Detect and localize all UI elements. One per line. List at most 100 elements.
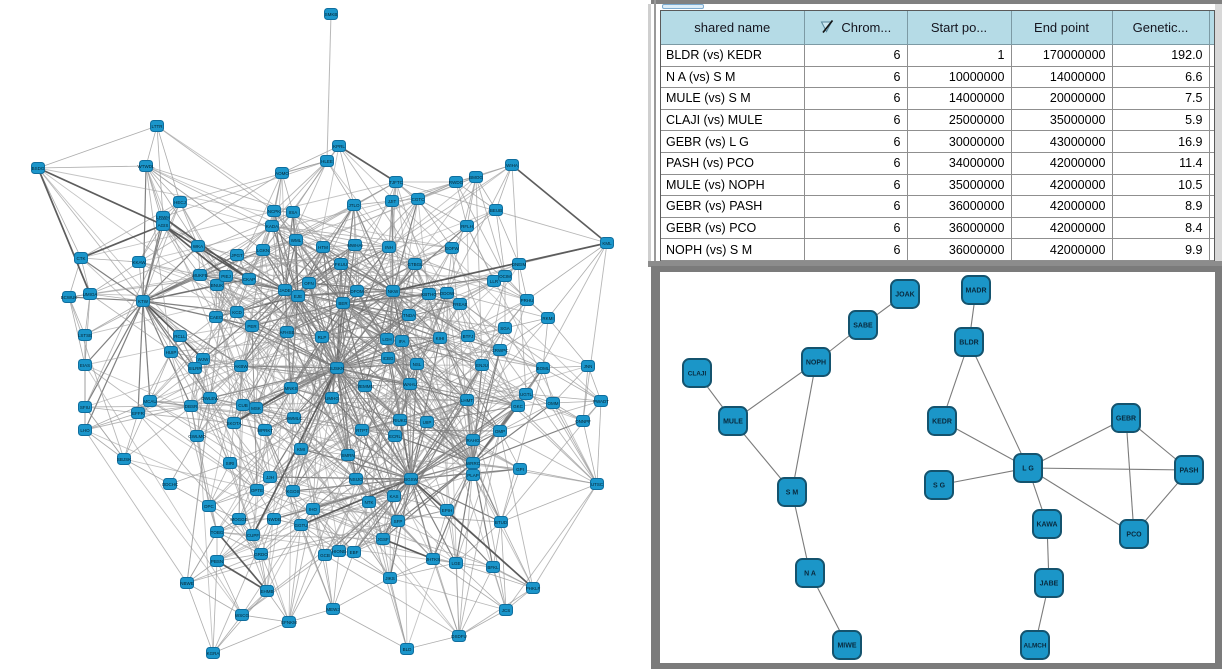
- svg-text:EHMB: EHMB: [260, 589, 273, 594]
- svg-text:EBF: EBF: [350, 550, 359, 555]
- svg-text:KADA: KADA: [266, 224, 278, 229]
- svg-text:CUB: CUB: [238, 403, 248, 408]
- svg-text:RLP: RLP: [318, 335, 327, 340]
- svg-text:SFIU: SFIU: [80, 405, 90, 410]
- svg-text:SGA: SGA: [500, 326, 510, 331]
- svg-text:FREAE: FREAE: [452, 302, 467, 307]
- svg-text:RTPT: RTPT: [356, 428, 368, 433]
- svg-text:RKMI: RKMI: [542, 316, 553, 321]
- svg-text:KGRA: KGRA: [207, 651, 220, 656]
- svg-text:EPIH: EPIH: [442, 508, 453, 513]
- svg-text:CRWPC: CRWPC: [492, 348, 510, 353]
- svg-text:DSDFU: DSDFU: [451, 634, 467, 639]
- svg-text:JADE: JADE: [279, 288, 291, 293]
- svg-text:ICBG: ICBG: [382, 356, 394, 361]
- svg-text:MIWE: MIWE: [837, 643, 856, 650]
- svg-text:SABE: SABE: [853, 323, 873, 330]
- svg-text:EOFW: EOFW: [445, 246, 459, 251]
- svg-text:GKC: GKC: [513, 404, 524, 409]
- svg-text:ONNPF: ONNPF: [575, 419, 591, 424]
- svg-text:JPGT: JPGT: [231, 253, 243, 258]
- svg-text:EFFR: EFFR: [132, 411, 144, 416]
- svg-text:CUPF: CUPF: [247, 533, 260, 538]
- svg-text:WAHU: WAHU: [403, 382, 417, 387]
- svg-text:RCLL: RCLL: [174, 334, 186, 339]
- svg-text:JIKS: JIKS: [385, 576, 395, 581]
- svg-text:ODOW: ODOW: [440, 291, 455, 296]
- svg-text:LRWH: LRWH: [156, 215, 169, 220]
- svg-text:OMM: OMM: [548, 401, 559, 406]
- svg-text:KML: KML: [602, 241, 612, 246]
- svg-text:KAWA: KAWA: [1037, 522, 1058, 529]
- svg-text:UTSC: UTSC: [591, 482, 604, 487]
- svg-text:SMKB: SMKB: [325, 12, 338, 17]
- svg-text:PER: PER: [247, 324, 257, 329]
- svg-text:N A: N A: [804, 571, 816, 578]
- svg-text:AFHSE: AFHSE: [279, 330, 294, 335]
- svg-text:MUKFB: MUKFB: [192, 273, 208, 278]
- svg-text:PHKLF: PHKLF: [526, 586, 541, 591]
- svg-text:EIAS: EIAS: [80, 363, 90, 368]
- svg-text:ALMCH: ALMCH: [1023, 643, 1046, 650]
- svg-text:GCB: GCB: [320, 553, 330, 558]
- svg-text:RAHG: RAHG: [466, 438, 480, 443]
- svg-text:BSDG: BSDG: [32, 166, 45, 171]
- svg-text:OCIM: OCIM: [499, 274, 511, 279]
- svg-text:KCD: KCD: [232, 310, 242, 315]
- svg-text:GWLMO: GWLMO: [188, 434, 206, 439]
- svg-text:BLD: BLD: [403, 647, 413, 652]
- svg-text:BFKL: BFKL: [487, 565, 499, 570]
- svg-text:KIHI: KIHI: [436, 336, 445, 341]
- svg-text:KGOS: KGOS: [286, 489, 299, 494]
- svg-text:LGE: LGE: [451, 561, 460, 566]
- svg-text:RIUKC: RIUKC: [393, 418, 408, 423]
- svg-text:WPRKT: WPRKT: [257, 428, 274, 433]
- svg-text:JGSF: JGSF: [377, 537, 389, 542]
- svg-text:NCPK: NCPK: [268, 209, 281, 214]
- svg-text:MNKS: MNKS: [284, 386, 297, 391]
- svg-text:CGTC: CGTC: [412, 197, 425, 202]
- svg-text:S M: S M: [786, 490, 799, 497]
- svg-text:MSK: MSK: [251, 406, 261, 411]
- svg-text:PASH: PASH: [1180, 468, 1199, 475]
- svg-text:PIEJ: PIEJ: [221, 274, 231, 279]
- svg-text:HIONE: HIONE: [332, 549, 346, 554]
- svg-text:WKA: WKA: [193, 244, 203, 249]
- svg-text:SKOTA: SKOTA: [227, 421, 242, 426]
- svg-text:EJE: EJE: [294, 294, 302, 299]
- svg-text:L G: L G: [1022, 466, 1034, 473]
- svg-text:GGTU: GGTU: [295, 523, 308, 528]
- svg-text:LGKN: LGKN: [257, 248, 269, 253]
- svg-text:PRHU: PRHU: [521, 298, 534, 303]
- svg-text:KBTHG: KBTHG: [421, 292, 437, 297]
- svg-text:GEBR: GEBR: [1116, 416, 1136, 423]
- svg-text:JABE: JABE: [1040, 581, 1059, 588]
- svg-text:CKAP: CKAP: [243, 277, 255, 282]
- svg-text:IHO: IHO: [309, 507, 318, 512]
- svg-text:JOAK: JOAK: [895, 292, 914, 299]
- svg-text:BNUK: BNUK: [211, 283, 224, 288]
- svg-text:LHMT: LHMT: [461, 398, 474, 403]
- svg-text:KPRL: KPRL: [333, 144, 345, 149]
- svg-text:BER: BER: [338, 301, 348, 306]
- svg-text:BCWUK: BCWUK: [61, 295, 78, 300]
- svg-text:BEUB: BEUB: [490, 208, 502, 213]
- svg-text:DFOM: DFOM: [350, 289, 363, 294]
- svg-text:WML: WML: [291, 238, 302, 243]
- svg-text:TNDA: TNDA: [403, 313, 415, 318]
- svg-text:LLR: LLR: [490, 279, 499, 284]
- svg-text:TOBG: TOBG: [211, 530, 224, 535]
- svg-text:RWDG: RWDG: [449, 180, 464, 185]
- svg-text:BMOG: BMOG: [469, 175, 483, 180]
- svg-text:WTWDL: WTWDL: [138, 164, 155, 169]
- svg-text:MOGGB: MOGGB: [230, 517, 247, 522]
- svg-text:GTBGL: GTBGL: [407, 262, 423, 267]
- svg-text:LTTR: LTTR: [152, 124, 164, 129]
- svg-text:UMIOA: UMIOA: [83, 292, 98, 297]
- svg-text:MCAU: MCAU: [143, 399, 156, 404]
- svg-text:SIRI: SIRI: [226, 461, 235, 466]
- svg-text:OFN: OFN: [304, 281, 314, 286]
- svg-text:NSIJG: NSIJG: [349, 477, 363, 482]
- svg-text:TJFTC: TJFTC: [389, 180, 403, 185]
- svg-text:ENJU: ENJU: [476, 363, 488, 368]
